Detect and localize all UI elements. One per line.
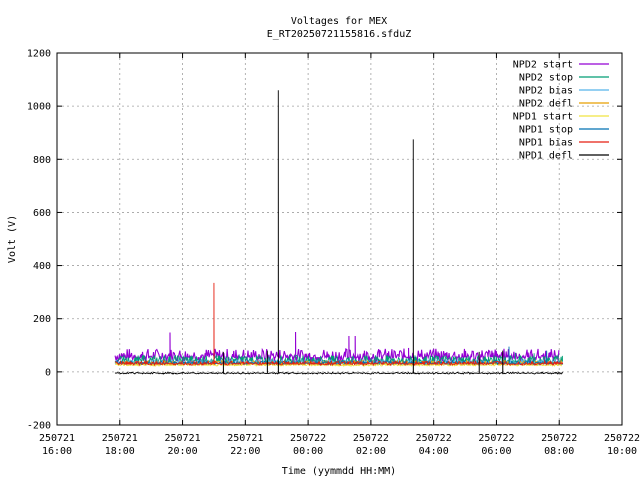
legend: NPD2 start NPD2 stop NPD2 bias NPD2 defl NPD… — [513, 60, 609, 162]
x-tick-label-time: 16:00 — [42, 446, 72, 457]
x-tick-label-time: 18:00 — [105, 446, 135, 457]
x-tick-label-time: 02:00 — [356, 446, 386, 457]
series-npd1-bias — [115, 282, 564, 367]
y-tick-label: 800 — [33, 155, 51, 166]
series-line — [115, 282, 564, 367]
legend-label: NPD2 defl — [519, 99, 573, 110]
axis-ticks: -200 0 200 400 600 800 1000 1200 250721 16:00 2507… — [27, 49, 640, 458]
x-tick-label-date: 250721 — [227, 433, 263, 444]
x-axis-label: Time (yymmdd HH:MM) — [282, 466, 396, 477]
x-tick-label-date: 250721 — [102, 433, 138, 444]
x-tick-label-date: 250722 — [541, 433, 577, 444]
x-tick-label-time: 08:00 — [544, 446, 574, 457]
x-tick-label-date: 250722 — [604, 433, 640, 444]
x-tick-label-date: 250721 — [39, 433, 75, 444]
y-tick-label: 200 — [33, 314, 51, 325]
x-tick-label-date: 250722 — [478, 433, 514, 444]
y-tick-label: 1200 — [27, 49, 51, 60]
x-tick-label-date: 250722 — [290, 433, 326, 444]
x-tick-label-time: 20:00 — [168, 446, 198, 457]
legend-label: NPD1 stop — [519, 125, 573, 136]
legend-label: NPD1 defl — [519, 151, 573, 162]
y-tick-label: -200 — [27, 421, 51, 432]
y-axis-label: Volt (V) — [7, 215, 18, 263]
legend-label: NPD1 start — [513, 112, 573, 123]
series-npd1-defl — [114, 90, 564, 375]
chart-title: Voltages for MEX — [291, 16, 387, 27]
y-tick-label: 1000 — [27, 102, 51, 113]
x-tick-label-date: 250721 — [164, 433, 200, 444]
x-tick-label-time: 10:00 — [607, 446, 637, 457]
series-line — [114, 90, 564, 375]
y-tick-label: 600 — [33, 208, 51, 219]
chart-subtitle: E_RT20250721155816.sfduZ — [267, 29, 412, 40]
y-tick-label: 400 — [33, 261, 51, 272]
legend-label: NPD2 stop — [519, 73, 573, 84]
x-tick-label-time: 00:00 — [293, 446, 323, 457]
plot-frame — [56, 52, 623, 426]
y-tick-label: 0 — [45, 367, 51, 378]
x-tick-label-time: 06:00 — [481, 446, 511, 457]
legend-label: NPD2 bias — [519, 86, 573, 97]
x-tick-label-time: 22:00 — [230, 446, 260, 457]
x-tick-label-date: 250722 — [353, 433, 389, 444]
legend-label: NPD2 start — [513, 60, 573, 71]
x-tick-label-date: 250722 — [416, 433, 452, 444]
data-series — [114, 90, 564, 375]
legend-label: NPD1 bias — [519, 138, 573, 149]
x-tick-label-time: 04:00 — [419, 446, 449, 457]
